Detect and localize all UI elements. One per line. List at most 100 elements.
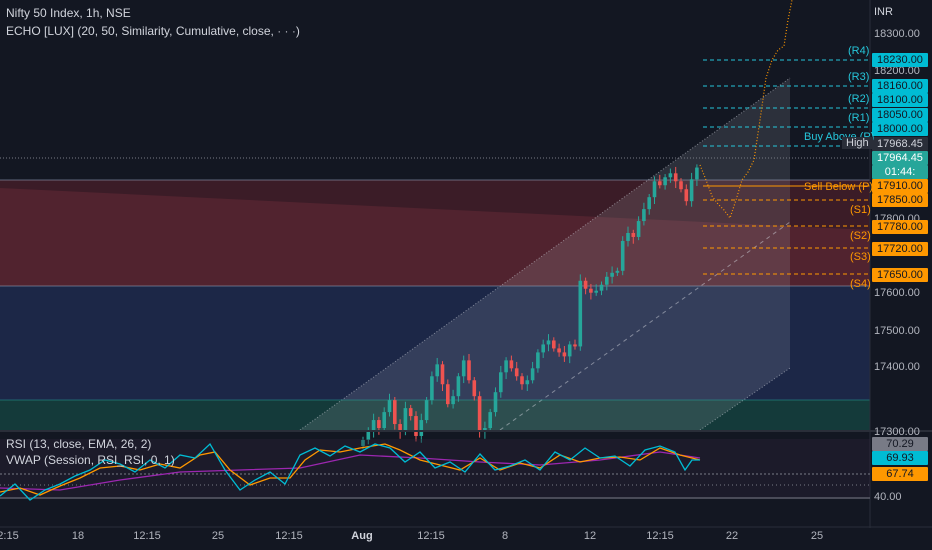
candle-body: [403, 408, 408, 432]
rsi-ma-value-label: 67.74: [872, 467, 928, 481]
bg-zone-mid: [0, 286, 870, 400]
candle-body: [477, 396, 482, 432]
time-tick: 8: [501, 530, 509, 542]
candle-body: [663, 177, 667, 186]
candle-body: [546, 340, 551, 345]
rsi-ma-line: [0, 443, 701, 496]
price-tick: 18300.00: [874, 28, 920, 40]
r1-price-label: 18050.00: [872, 108, 928, 122]
candle-body: [499, 372, 503, 393]
candle-body: [652, 181, 657, 198]
candle-body: [615, 270, 620, 273]
candle-body: [377, 420, 381, 429]
candle-body: [605, 276, 609, 285]
time-tick: 12: [583, 530, 597, 542]
candle-body: [435, 364, 439, 377]
candle-body: [446, 384, 450, 405]
time-tick: 12:15: [275, 530, 303, 542]
time-tick: 12:15: [133, 530, 161, 542]
rsi-line: [0, 442, 700, 501]
candle-body: [424, 400, 429, 421]
s3-tag: (S3): [850, 251, 871, 263]
rsi-value-label: 70.29: [872, 437, 928, 451]
candle-body: [393, 400, 397, 425]
sell-below-tag: Sell Below (P): [804, 181, 874, 193]
candle-body: [525, 380, 530, 385]
bg-zone-lower: [0, 400, 870, 430]
s4-tag: (S4): [850, 278, 871, 290]
regression-band: [0, 188, 870, 286]
candle-body: [562, 352, 567, 357]
r3-tag: (R3): [848, 71, 870, 83]
s3-price-label: 17720.00: [872, 242, 928, 256]
candle-body: [541, 344, 545, 353]
candle-body: [647, 197, 651, 210]
candle-body: [668, 173, 673, 178]
candle-body: [658, 181, 662, 186]
currency-label: INR: [874, 6, 893, 18]
chart-title: Nifty 50 Index, 1h, NSE: [6, 6, 131, 20]
time-tick: 18: [71, 530, 85, 542]
candle-body: [520, 376, 524, 385]
candle-body: [594, 290, 598, 293]
candle-body: [430, 376, 434, 401]
candle-body: [636, 221, 641, 237]
candle-body: [419, 420, 424, 436]
candle-body: [695, 167, 699, 180]
more-icon[interactable]: · · ·: [277, 24, 296, 38]
indicator-legend[interactable]: ECHO [LUX] (20, 50, Similarity, Cumulati…: [6, 24, 300, 38]
candle-body: [673, 173, 678, 182]
candle-body: [472, 380, 477, 397]
candle-body: [620, 240, 625, 271]
candle-body: [610, 272, 614, 277]
candle-body: [488, 412, 492, 429]
candle-body: [536, 352, 540, 369]
rsi-subtitle: VWAP (Session, RSI_RSI, 0, 1): [6, 453, 175, 467]
candle-body: [599, 284, 604, 291]
s2-tag: (S2): [850, 230, 871, 242]
candle-body: [371, 420, 376, 432]
candle-body: [493, 392, 498, 413]
time-tick: 2:15: [0, 530, 19, 542]
candle-body: [626, 233, 630, 241]
candle-body: [578, 280, 583, 347]
candle-body: [440, 364, 445, 385]
candle-body: [514, 368, 519, 377]
r2-tag: (R2): [848, 93, 870, 105]
time-tick: Aug: [351, 530, 373, 542]
time-tick: 12:15: [646, 530, 674, 542]
price-tick: 17600.00: [874, 287, 920, 299]
candle-body: [689, 179, 694, 202]
countdown-label: 01:44:: [872, 165, 928, 179]
r4-tag: (R4): [848, 45, 870, 57]
candle-body: [414, 416, 418, 436]
time-tick: 12:15: [417, 530, 445, 542]
candle-body: [361, 439, 365, 446]
rsi-title: RSI (13, close, EMA, 26, 2): [6, 437, 152, 451]
candle-body: [451, 396, 455, 405]
indicator-close-paren: ): [295, 24, 300, 38]
candle-body: [461, 360, 466, 377]
time-tick: 25: [211, 530, 225, 542]
candle-body: [642, 209, 646, 222]
s4-price-label: 17650.00: [872, 268, 928, 282]
candle-body: [557, 348, 561, 353]
time-tick: 22: [725, 530, 739, 542]
price-tick: 17400.00: [874, 361, 920, 373]
candle-body: [552, 340, 556, 349]
sell-price-label: 17910.00: [872, 179, 928, 193]
r2-price-label: 18100.00: [872, 93, 928, 107]
s1-tag: (S1): [850, 204, 871, 216]
time-tick: 25: [810, 530, 824, 542]
candle-body: [530, 368, 535, 381]
candle-body: [509, 360, 514, 369]
candle-body: [583, 280, 588, 289]
candle-body: [456, 376, 461, 397]
r4-price-label: 18230.00: [872, 53, 928, 67]
candle-body: [387, 400, 392, 413]
candle-body: [679, 181, 683, 190]
s2-price-label: 17780.00: [872, 220, 928, 234]
s1-price-label: 17850.00: [872, 193, 928, 207]
rsi-axis-tick: 40.00: [874, 491, 902, 503]
